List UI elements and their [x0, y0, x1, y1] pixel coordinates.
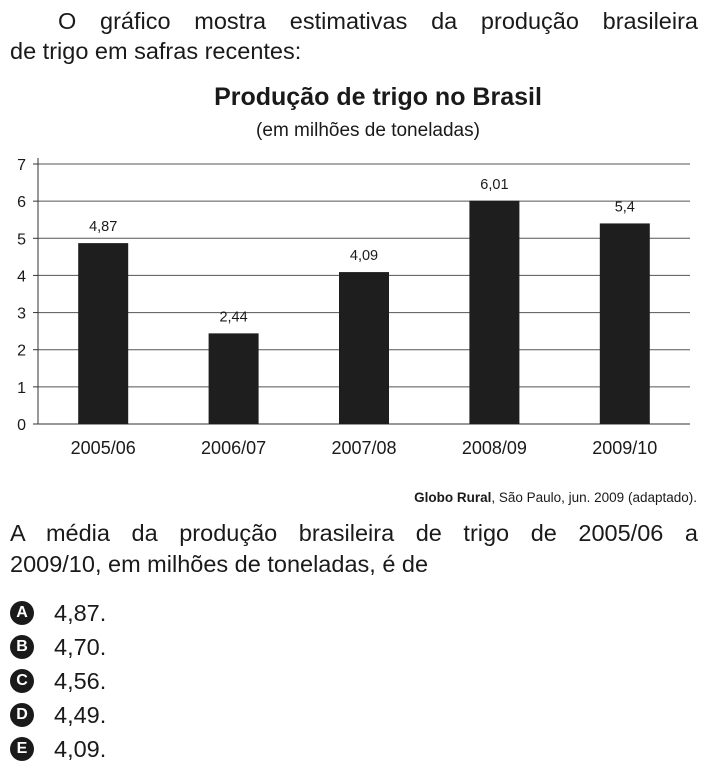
chart-title: Produção de trigo no Brasil [214, 83, 542, 111]
bar-2005-06 [78, 243, 129, 424]
option-a-text: 4,87. [54, 599, 107, 626]
x-tick-label: 2005/06 [71, 438, 136, 458]
value-label: 6,01 [480, 177, 508, 193]
bar-2009-10 [599, 223, 650, 424]
question-line-2: 2009/10, em milhões de toneladas, é de [10, 551, 429, 577]
y-tick-label: 6 [17, 194, 26, 211]
y-tick-label: 5 [17, 231, 26, 248]
option-b-text: 4,70. [54, 633, 107, 660]
option-a[interactable]: A 4,87. [10, 596, 106, 630]
bars [78, 200, 650, 424]
intro-line-1: O gráfico mostra estimativas da produção… [58, 8, 698, 34]
value-label: 5,4 [615, 199, 635, 215]
x-tick-label: 2007/08 [331, 438, 396, 458]
value-label: 4,87 [89, 219, 117, 235]
answer-options: A 4,87. B 4,70. C 4,56. D 4,49. E 4,09. [10, 596, 106, 766]
source-details: , São Paulo, jun. 2009 (adaptado). [491, 490, 697, 505]
option-a-letter: A [10, 601, 34, 625]
value-label: 2,44 [219, 309, 247, 325]
y-tick-label: 7 [17, 157, 26, 174]
value-labels: 4,87 2,44 4,09 6,01 5,4 [89, 177, 635, 326]
x-tick-labels: 2005/06 2006/07 2007/08 2008/09 2009/10 [71, 438, 658, 458]
source-publication: Globo Rural [414, 490, 492, 505]
bar-2008-09 [469, 200, 520, 424]
option-b-letter: B [10, 635, 34, 659]
option-e[interactable]: E 4,09. [10, 732, 106, 766]
option-c-letter: C [10, 669, 34, 693]
y-tick-label: 0 [17, 417, 26, 434]
question-text: A média da produção brasileira de trigo … [10, 518, 698, 580]
y-tick-label: 1 [17, 380, 26, 397]
question-line-1: A média da produção brasileira de trigo … [10, 520, 698, 546]
option-e-text: 4,09. [54, 735, 107, 762]
option-e-letter: E [10, 737, 34, 761]
y-tick-label: 4 [17, 268, 26, 285]
value-label: 4,09 [350, 248, 378, 264]
bar-2007-08 [339, 272, 389, 424]
x-tick-label: 2008/09 [462, 438, 527, 458]
bar-2006-07 [208, 333, 259, 424]
y-tick-label: 2 [17, 343, 26, 360]
option-d-text: 4,49. [54, 701, 107, 728]
option-c[interactable]: C 4,56. [10, 664, 106, 698]
source-citation: Globo Rural, São Paulo, jun. 2009 (adapt… [414, 490, 697, 505]
y-tick-labels: 0 1 2 3 4 5 6 7 [17, 157, 26, 434]
x-tick-label: 2009/10 [592, 438, 657, 458]
option-d[interactable]: D 4,49. [10, 698, 106, 732]
option-d-letter: D [10, 703, 34, 727]
x-tick-label: 2006/07 [201, 438, 266, 458]
intro-line-2: de trigo em safras recentes: [10, 38, 302, 64]
option-b[interactable]: B 4,70. [10, 630, 106, 664]
y-tick-label: 3 [17, 306, 26, 323]
option-c-text: 4,56. [54, 667, 107, 694]
bar-chart: Produção de trigo no Brasil (em milhões … [17, 83, 690, 458]
intro-text: O gráfico mostra estimativas da produção… [10, 6, 698, 66]
chart-subtitle: (em milhões de toneladas) [256, 120, 480, 141]
